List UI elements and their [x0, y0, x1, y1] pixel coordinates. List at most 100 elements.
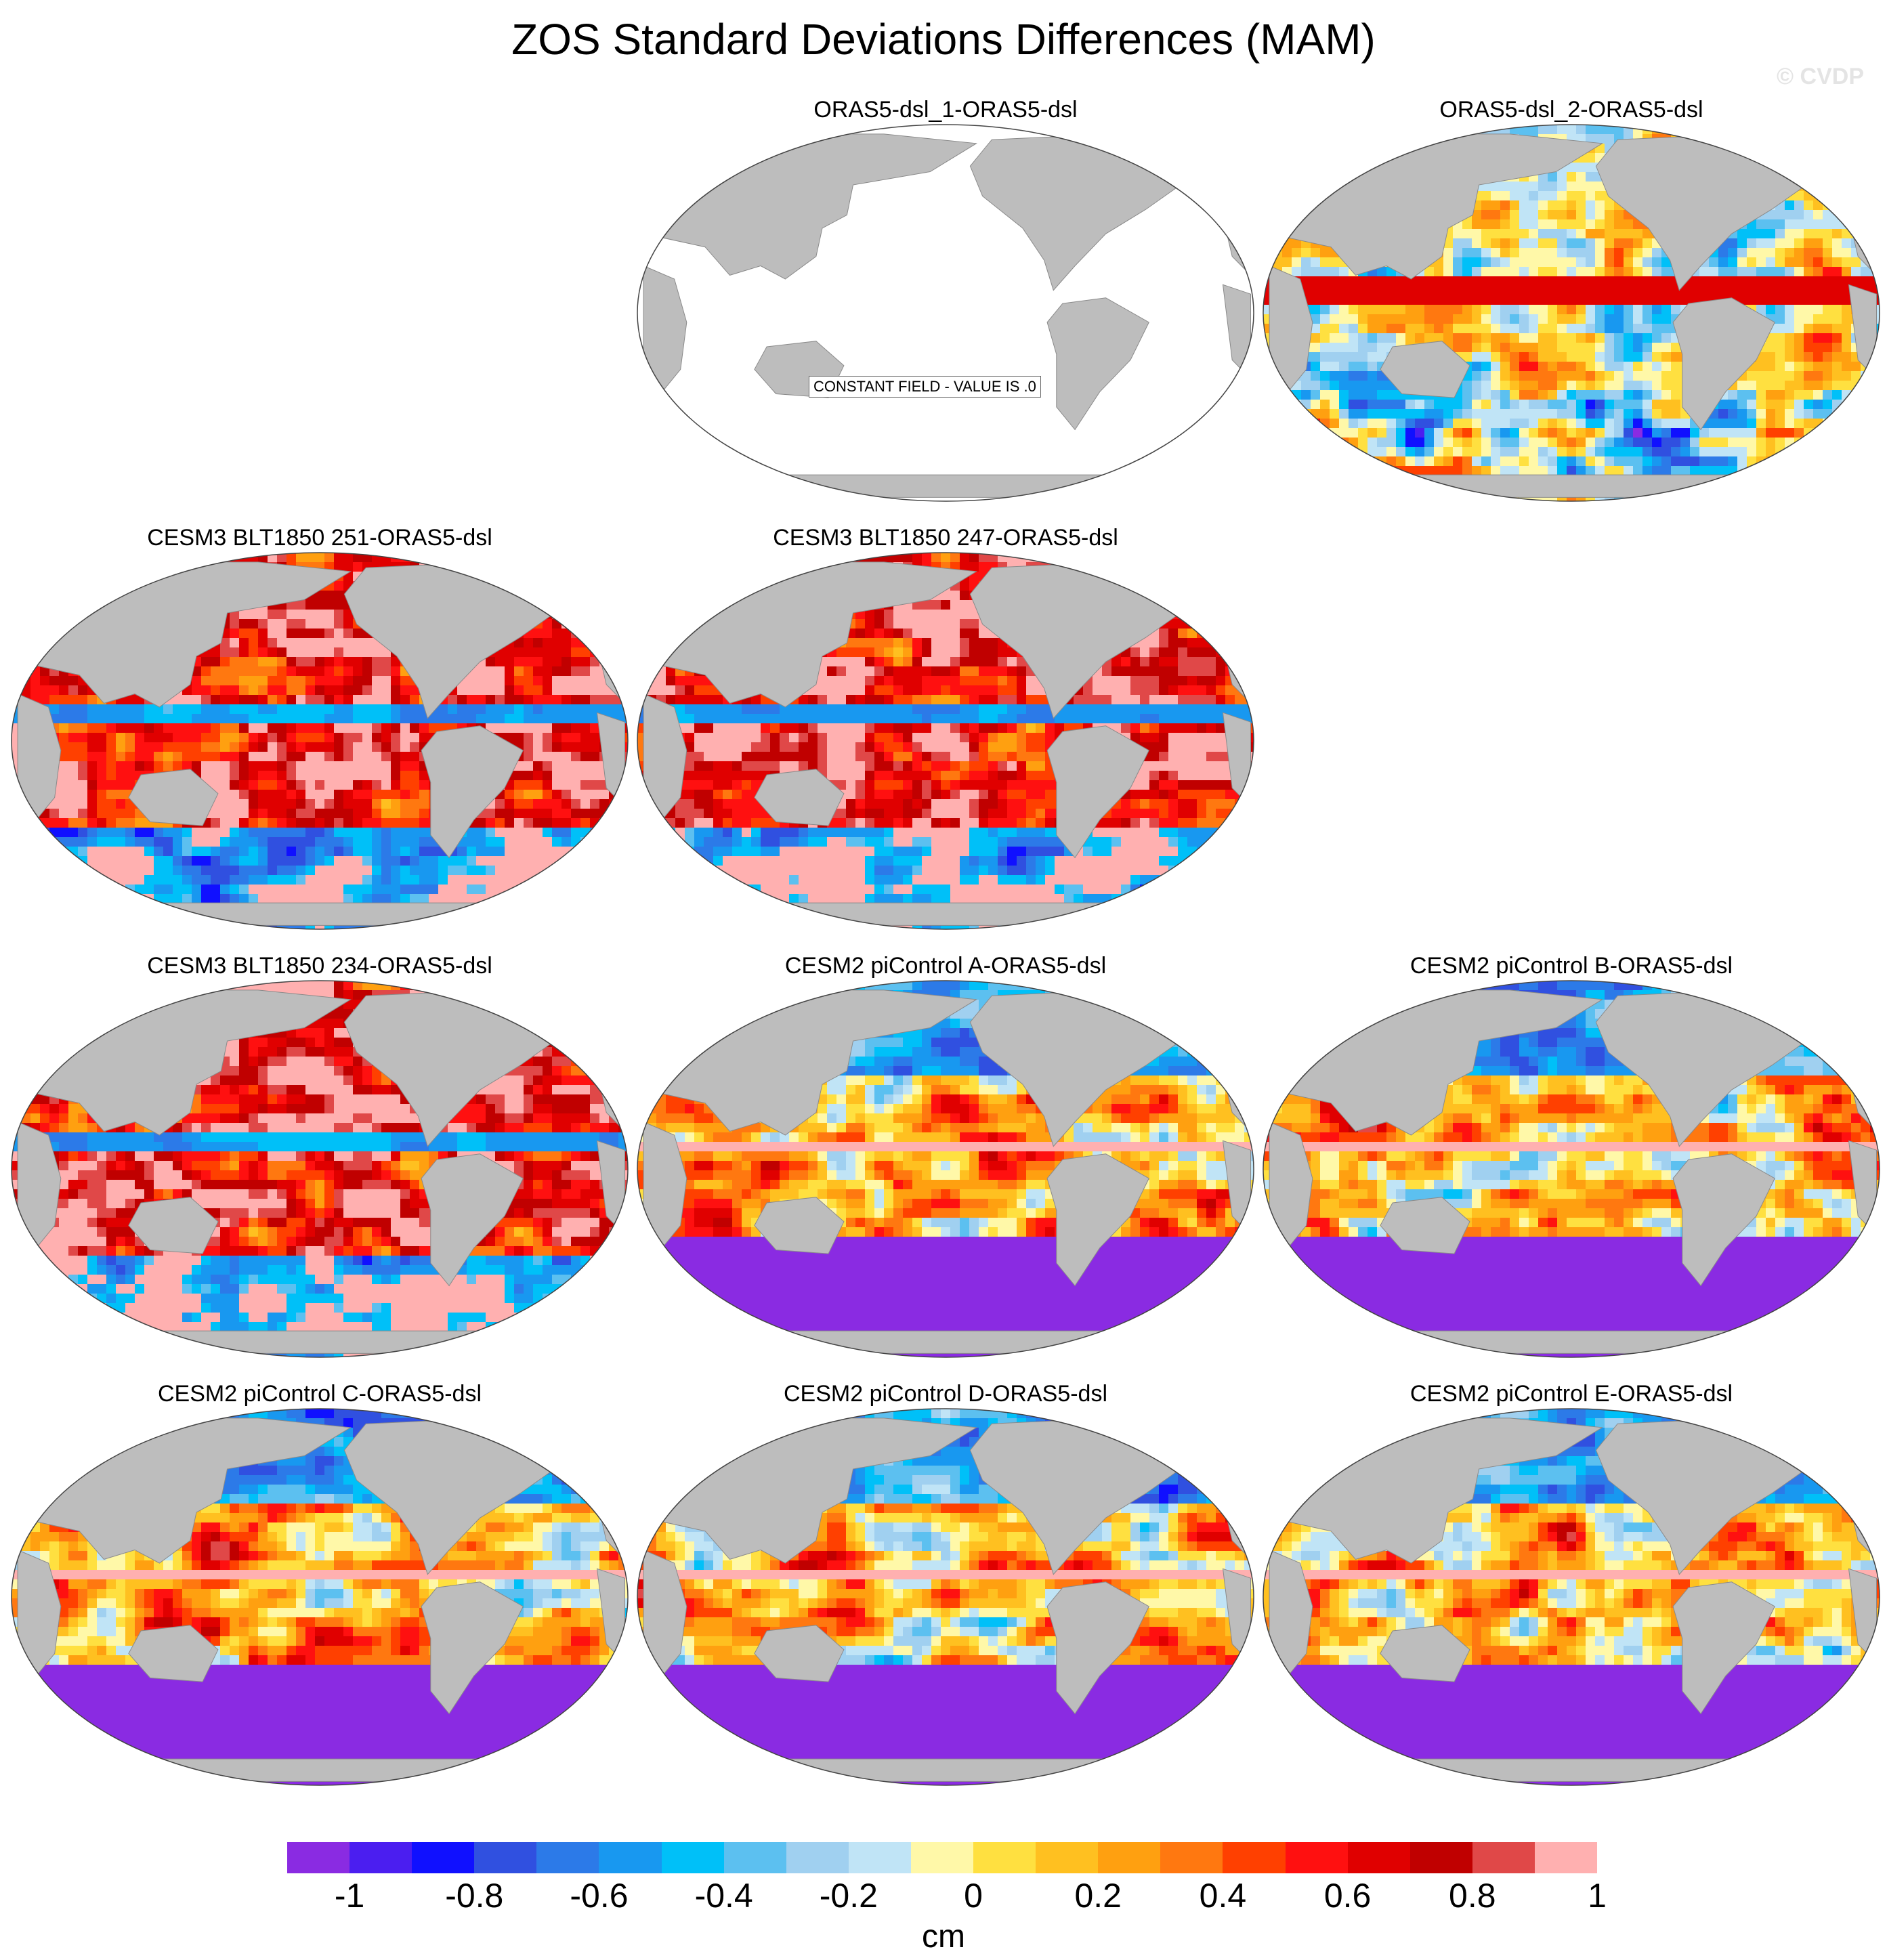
- field-cell: [1586, 400, 1596, 410]
- field-cell: [486, 666, 496, 677]
- field-cell: [125, 733, 135, 743]
- field-cell: [305, 600, 316, 610]
- field-cell: [1671, 428, 1681, 438]
- field-cell: [1586, 352, 1596, 362]
- field-cell: [505, 733, 515, 743]
- field-cell: [922, 666, 932, 677]
- field-cell: [1443, 456, 1454, 467]
- field-cell: [571, 695, 581, 705]
- field-cell: [505, 856, 515, 866]
- field-cell: [230, 666, 240, 677]
- field-cell: [1728, 276, 1738, 286]
- field-cell: [1367, 276, 1378, 286]
- field-cell: [324, 809, 335, 819]
- field-cell: [1775, 305, 1785, 315]
- field-cell: [1529, 494, 1539, 501]
- field-cell: [315, 837, 325, 847]
- field-cell: [1756, 447, 1766, 457]
- field-cell: [580, 733, 591, 743]
- field-cell: [192, 761, 202, 771]
- field-cell: [1548, 409, 1558, 419]
- field-cell: [343, 837, 354, 847]
- field-cell: [1794, 267, 1804, 277]
- field-cell: [1842, 295, 1852, 305]
- field-cell: [1557, 390, 1567, 400]
- field-cell: [1633, 400, 1643, 410]
- field-cell: [505, 704, 515, 715]
- field-cell: [144, 847, 154, 857]
- field-cell: [1434, 324, 1444, 334]
- field-cell: [1813, 238, 1823, 249]
- field-cell: [410, 809, 420, 819]
- field-cell: [1652, 305, 1662, 315]
- field-cell: [571, 828, 581, 838]
- field-cell: [287, 629, 297, 639]
- field-cell: [391, 866, 401, 876]
- field-cell: [1756, 419, 1766, 429]
- field-cell: [524, 809, 534, 819]
- field-cell: [353, 761, 363, 771]
- field-cell: [1595, 134, 1605, 144]
- field-cell: [211, 847, 221, 857]
- field-cell: [277, 809, 287, 819]
- field-cell: [656, 676, 666, 686]
- field-cell: [59, 780, 69, 790]
- field-cell: [287, 828, 297, 838]
- field-cell: [410, 828, 420, 838]
- field-cell: [1519, 238, 1529, 249]
- field-cell: [362, 818, 373, 828]
- field-cell: [1519, 371, 1529, 381]
- field-cell: [1453, 419, 1463, 429]
- field-cell: [305, 733, 316, 743]
- field-cell: [1424, 438, 1435, 448]
- field-cell: [855, 657, 866, 667]
- field-cell: [1642, 362, 1653, 372]
- field-cell: [912, 619, 923, 629]
- field-cell: [1481, 248, 1491, 258]
- field-cell: [1624, 409, 1634, 419]
- field-cell: [268, 657, 278, 667]
- field-cell: [1386, 333, 1397, 343]
- field-cell: [391, 885, 401, 895]
- field-cell: [59, 790, 69, 800]
- field-cell: [1586, 153, 1596, 163]
- field-cell: [362, 657, 373, 667]
- field-cell: [419, 866, 429, 876]
- field-cell: [287, 799, 297, 809]
- field-cell: [1633, 371, 1643, 381]
- field-cell: [68, 695, 79, 705]
- field-cell: [116, 799, 126, 809]
- field-cell: [1519, 343, 1529, 353]
- field-cell: [486, 847, 496, 857]
- field-cell: [1529, 248, 1539, 258]
- field-cell: [135, 818, 145, 828]
- field-cell: [78, 742, 88, 752]
- field-cell: [1652, 352, 1662, 362]
- field-cell: [884, 666, 894, 677]
- field-cell: [1434, 466, 1444, 476]
- field-cell: [533, 837, 543, 847]
- field-cell: [1330, 324, 1340, 334]
- field-cell: [865, 647, 875, 658]
- field-cell: [1481, 381, 1491, 391]
- field-cell: [514, 685, 524, 696]
- field-cell: [230, 695, 240, 705]
- field-cell: [1424, 447, 1435, 457]
- field-cell: [201, 771, 211, 781]
- field-cell: [1548, 466, 1558, 476]
- field-cell: [239, 666, 249, 677]
- field-cell: [1633, 267, 1643, 277]
- field-cell: [182, 894, 192, 904]
- field-cell: [1415, 286, 1425, 296]
- field-cell: [343, 875, 354, 885]
- field-cell: [249, 685, 259, 696]
- field-cell: [903, 619, 913, 629]
- field-cell: [1538, 333, 1548, 343]
- field-cell: [97, 828, 107, 838]
- field-cell: [1661, 381, 1672, 391]
- field-cell: [561, 714, 572, 724]
- field-cell: [903, 676, 913, 686]
- field-cell: [1823, 305, 1833, 315]
- field-cell: [1633, 333, 1643, 343]
- field-cell: [590, 657, 600, 667]
